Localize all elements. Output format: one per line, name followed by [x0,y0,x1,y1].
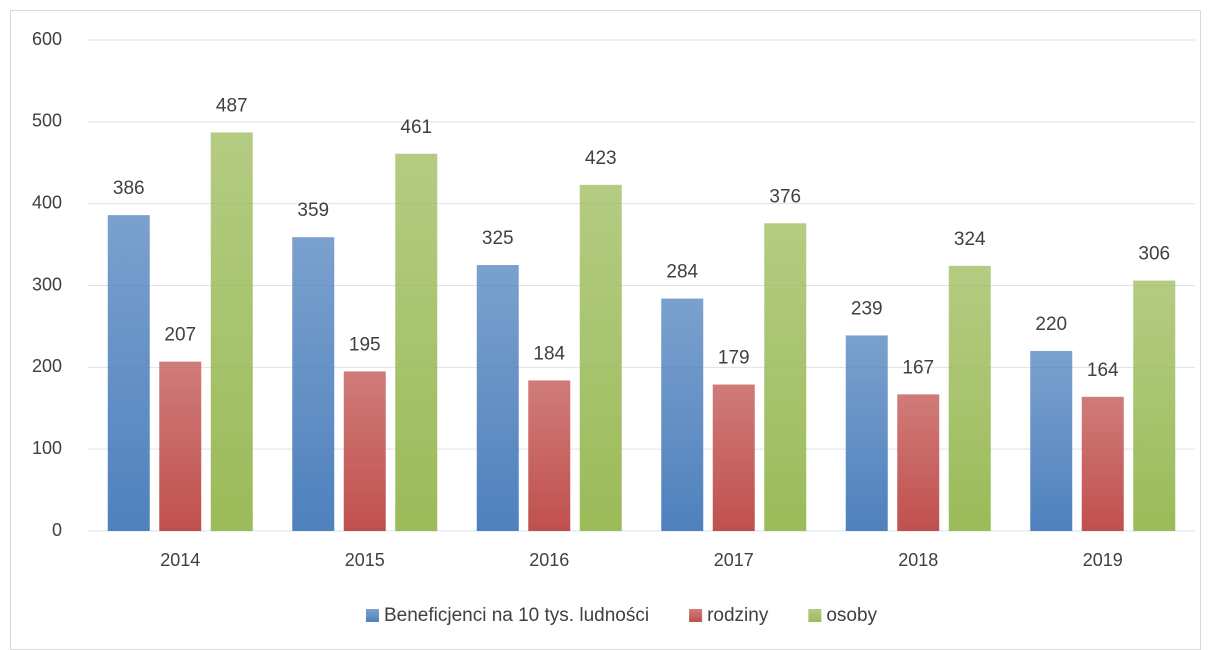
y-tick-label: 0 [52,520,62,540]
data-label: 167 [902,357,934,378]
data-label: 164 [1087,360,1119,381]
y-tick-label: 600 [32,29,62,49]
data-label: 179 [718,348,750,369]
y-tick-label: 200 [32,356,62,376]
data-label: 487 [216,95,248,116]
data-label: 284 [666,262,698,283]
data-label: 324 [954,229,986,250]
data-label: 220 [1035,314,1067,335]
y-tick-label: 100 [32,438,62,458]
data-label: 376 [769,186,801,207]
bar [579,184,622,531]
bar [1081,396,1124,531]
legend-label: Beneficjenci na 10 tys. ludności [384,605,649,626]
bar [292,237,335,532]
y-tick-label: 400 [32,192,62,212]
x-tick-label: 2017 [714,550,754,570]
bar [476,265,519,531]
bar [159,361,202,531]
legend-swatch [365,609,379,622]
data-label: 325 [482,228,514,249]
bar [395,153,438,531]
bar [948,265,991,531]
legend-swatch [689,609,703,622]
bar [897,394,940,531]
data-label: 461 [400,117,432,138]
data-label: 195 [349,334,381,355]
bar [1133,280,1176,531]
data-label: 239 [851,298,883,319]
x-tick-label: 2014 [160,550,200,570]
bar [528,380,571,531]
data-label: 423 [585,148,617,169]
legend-label: osoby [826,605,877,626]
bar [210,132,253,531]
bar [764,223,807,531]
bar [343,371,386,531]
x-tick-label: 2015 [345,550,385,570]
bar [661,298,704,531]
data-label: 184 [533,343,565,364]
legend-label: rodziny [707,605,769,626]
data-label: 359 [297,200,329,221]
x-tick-label: 2019 [1083,550,1123,570]
y-tick-label: 500 [32,111,62,131]
y-tick-label: 300 [32,274,62,294]
bar [107,215,150,531]
x-tick-label: 2018 [898,550,938,570]
bar [845,335,888,531]
data-label: 207 [164,325,196,346]
legend-swatch [808,609,822,622]
x-tick-label: 2016 [529,550,569,570]
bar [712,384,755,531]
data-label: 306 [1138,244,1170,265]
data-label: 386 [113,178,145,199]
bar [1030,350,1073,531]
